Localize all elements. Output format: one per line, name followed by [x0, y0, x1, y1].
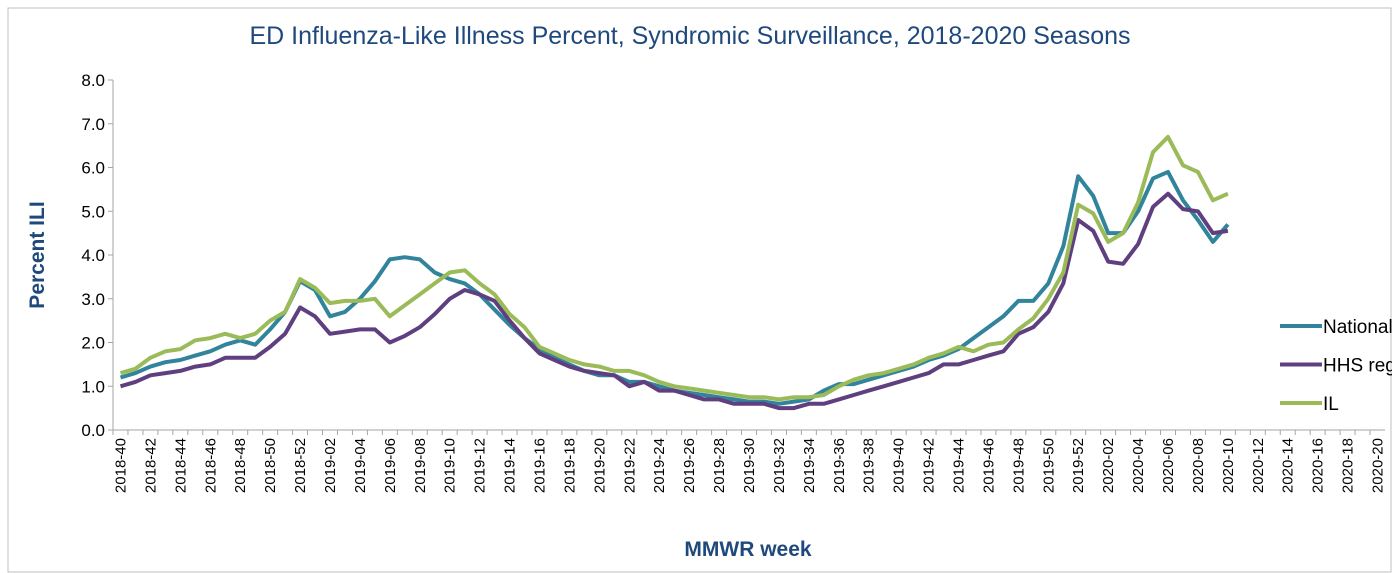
x-tick-label: 2020-12 [1250, 438, 1267, 493]
x-tick-label: 2020-20 [1370, 438, 1387, 493]
x-tick-label: 2018-44 [172, 438, 189, 493]
x-tick-label: 2018-46 [202, 438, 219, 493]
x-tick-label: 2020-02 [1100, 438, 1117, 493]
y-tick-label: 5.0 [81, 202, 105, 221]
x-tick-label: 2019-38 [861, 438, 878, 493]
x-tick-label: 2019-48 [1010, 438, 1027, 493]
y-tick-label: 7.0 [81, 115, 105, 134]
x-tick-label: 2019-18 [561, 438, 578, 493]
chart-frame [7, 7, 1392, 573]
x-tick-label: 2019-22 [621, 438, 638, 493]
x-tick-label: 2019-50 [1040, 438, 1057, 493]
x-tick-label: 2019-04 [352, 438, 369, 493]
chart-title: ED Influenza-Like Illness Percent, Syndr… [249, 22, 1130, 50]
x-tick-label: 2018-40 [112, 438, 129, 493]
x-tick-label: 2019-46 [980, 438, 997, 493]
x-tick-label: 2019-28 [711, 438, 728, 493]
x-tick-label: 2019-26 [681, 438, 698, 493]
y-tick-label: 1.0 [81, 377, 105, 396]
y-tick-label: 3.0 [81, 290, 105, 309]
x-tick-label: 2019-30 [741, 438, 758, 493]
x-tick-label: 2018-50 [262, 438, 279, 493]
x-tick-label: 2019-10 [442, 438, 459, 493]
x-tick-label: 2018-52 [292, 438, 309, 493]
series-line [119, 191, 1229, 411]
x-tick-label: 2019-42 [921, 438, 938, 493]
x-tick-label: 2019-20 [591, 438, 608, 493]
x-tick-label: 2020-06 [1160, 438, 1177, 493]
x-tick-label: 2019-06 [382, 438, 399, 493]
x-tick-label: 2020-10 [1220, 438, 1237, 493]
x-tick-label: 2020-04 [1130, 438, 1147, 493]
y-axis-label: Percent ILI [26, 201, 49, 308]
x-tick-label: 2019-08 [412, 438, 429, 493]
series-line [119, 134, 1229, 402]
legend-label: HHS region 5 [1323, 356, 1392, 377]
x-tick-label: 2020-16 [1310, 438, 1327, 493]
x-tick-label: 2018-42 [142, 438, 159, 493]
x-tick-label: 2019-32 [771, 438, 788, 493]
x-tick-label: 2020-08 [1190, 438, 1207, 493]
x-tick-label: 2019-16 [531, 438, 548, 493]
x-tick-label: 2019-44 [951, 438, 968, 493]
y-tick-label: 2.0 [81, 334, 105, 353]
legend-label: National [1323, 317, 1392, 338]
y-tick-label: 8.0 [81, 71, 105, 90]
x-tick-label: 2019-12 [472, 438, 489, 493]
x-axis-label: MMWR week [684, 538, 812, 561]
x-tick-label: 2019-34 [801, 438, 818, 493]
x-tick-label: 2020-18 [1340, 438, 1357, 493]
x-tick-label: 2019-52 [1070, 438, 1087, 493]
x-tick-label: 2019-14 [502, 438, 519, 493]
y-tick-label: 6.0 [81, 159, 105, 178]
x-tick-label: 2019-40 [891, 438, 908, 493]
legend-label: IL [1323, 394, 1339, 415]
y-tick-label: 4.0 [81, 246, 105, 265]
x-tick-label: 2019-36 [831, 438, 848, 493]
x-tick-label: 2020-14 [1280, 438, 1297, 493]
x-tick-label: 2018-48 [232, 438, 249, 493]
y-tick-label: 0.0 [81, 421, 105, 440]
x-tick-label: 2019-02 [322, 438, 339, 493]
x-tick-label: 2019-24 [651, 438, 668, 493]
